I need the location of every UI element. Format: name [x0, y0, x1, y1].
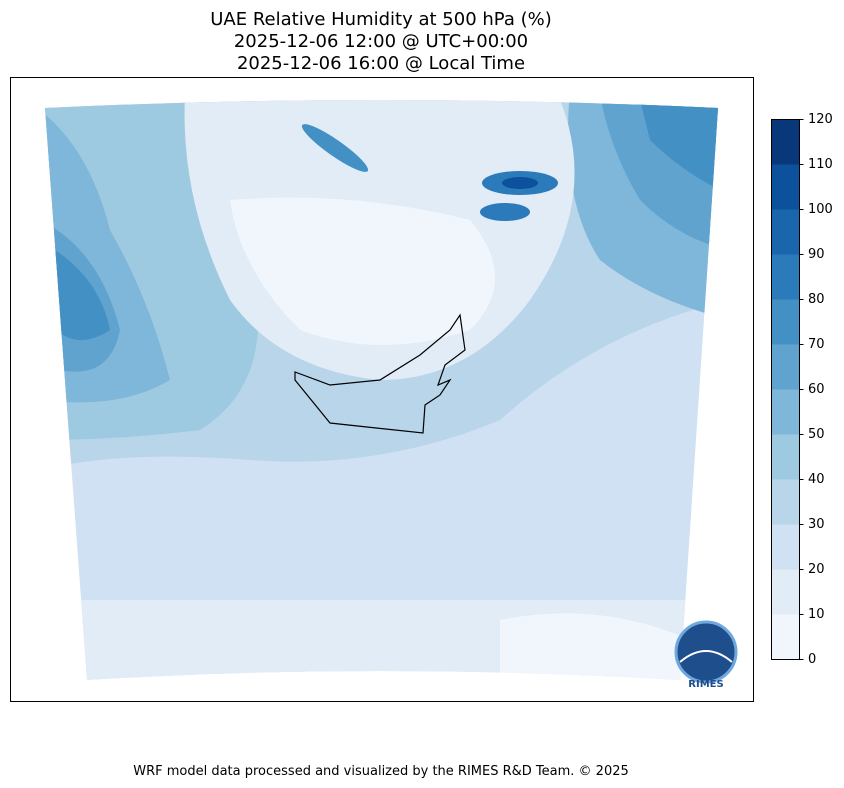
- colorbar-bin: [771, 569, 800, 615]
- colorbar-bin: [771, 434, 800, 480]
- footer: WRF model data processed and visualized …: [133, 764, 629, 779]
- colorbar-bin: [771, 344, 800, 390]
- colorbar-tick-label: 50: [808, 427, 825, 442]
- colorbar-frame: [771, 119, 800, 660]
- colorbar-tick-label: 100: [808, 202, 833, 217]
- colorbar-bin: [771, 119, 800, 165]
- colorbar-tick-label: 60: [808, 382, 825, 397]
- colorbar-bin: [771, 524, 800, 570]
- colorbar-bin: [771, 299, 800, 345]
- title-line: 2025-12-06 12:00 @ UTC+00:00: [234, 31, 528, 52]
- colorbar-bin: [771, 164, 800, 210]
- colorbar-bin: [771, 614, 800, 660]
- contour-region: [502, 177, 538, 189]
- uae-border: [294, 313, 466, 434]
- contour-region: [301, 124, 369, 172]
- colorbar-bin: [771, 209, 800, 255]
- contour-region: [55, 250, 110, 340]
- colorbar: 0 10 20 30 40 50 60 70 80 90 100 110 120: [771, 112, 833, 667]
- contour-region: [480, 203, 530, 221]
- logo: RIMES: [674, 620, 738, 690]
- colorbar-bin: [771, 389, 800, 435]
- colorbar-tick-label: 20: [808, 562, 825, 577]
- contour-region: [230, 197, 495, 345]
- colorbar-tick-label: 40: [808, 472, 825, 487]
- colorbar-bin: [771, 479, 800, 525]
- colorbar-tick-label: 90: [808, 247, 825, 262]
- colorbar-tick-label: 120: [808, 112, 833, 127]
- humidity-field: [45, 100, 718, 680]
- colorbar-tick-label: 110: [808, 157, 833, 172]
- contour-region: [500, 613, 690, 680]
- contour-region: [640, 100, 718, 190]
- colorbar-tick-label: 80: [808, 292, 825, 307]
- colorbar-tick-label: 70: [808, 337, 825, 352]
- colorbar-tick-label: 30: [808, 517, 825, 532]
- colorbar-tick-label: 0: [808, 652, 816, 667]
- logo-text: RIMES: [688, 679, 723, 690]
- colorbar-tick-label: 10: [808, 607, 825, 622]
- title-line: 2025-12-06 16:00 @ Local Time: [237, 53, 525, 74]
- colorbar-bin: [771, 254, 800, 300]
- title-line: UAE Relative Humidity at 500 hPa (%): [210, 9, 551, 30]
